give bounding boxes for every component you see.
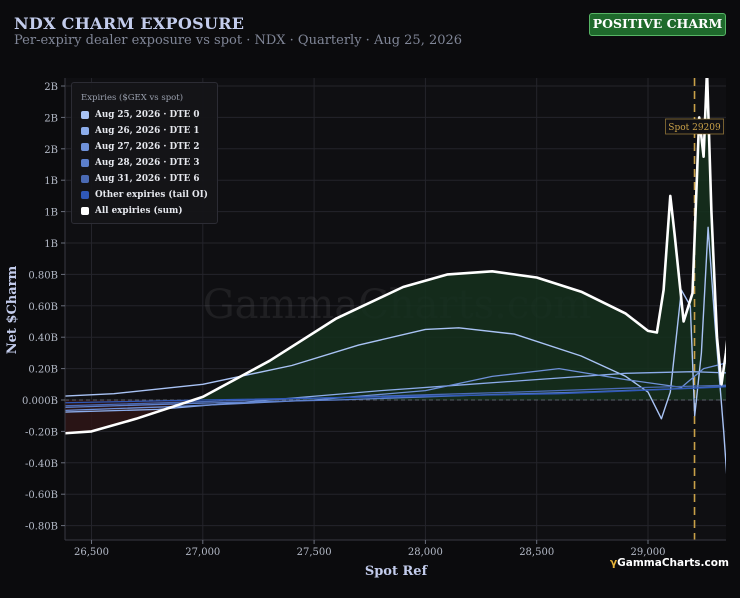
spot-label-box <box>665 118 724 135</box>
y-tick-label: 1B <box>44 176 58 187</box>
chart-title: NDX CHARM EXPOSURE <box>14 14 245 33</box>
legend-swatch <box>81 191 89 199</box>
y-tick-label: 0.20B <box>28 365 58 376</box>
legend-item: Aug 27, 2026 · DTE 2 <box>81 139 208 155</box>
legend-label: All expiries (sum) <box>95 206 183 216</box>
legend-label: Aug 31, 2026 · DTE 6 <box>95 174 200 184</box>
legend-swatch <box>81 111 89 119</box>
legend-swatch <box>81 207 89 215</box>
y-tick-label: 0.40B <box>28 333 58 344</box>
annotations: Spot 29209+ Flip 30048 <box>665 118 724 135</box>
x-tick-label: 27,500 <box>297 547 332 558</box>
brand-text: GammaCharts.com <box>617 557 729 569</box>
legend-swatch <box>81 159 89 167</box>
legend-title: Expiries ($GEX vs spot) <box>81 93 184 103</box>
y-axis-title: Net $Charm <box>5 265 20 354</box>
legend-swatch <box>81 127 89 135</box>
spot-label: Spot 29209 <box>668 123 721 133</box>
series-line-1 <box>65 371 726 413</box>
axes: 26,50027,00027,50028,00028,50029,00029,5… <box>5 78 726 579</box>
chart-subtitle: Per-expiry dealer exposure vs spot · NDX… <box>14 33 463 48</box>
gamma-icon: γ <box>610 557 618 569</box>
y-tick-label: -0.40B <box>25 459 58 470</box>
x-tick-label: 29,000 <box>631 547 666 558</box>
y-tick-label: -0.80B <box>25 522 58 533</box>
y-tick-label: 2B <box>44 145 58 156</box>
y-tick-label: 1B <box>44 239 58 250</box>
y-tick-label: -0.20B <box>25 427 58 438</box>
y-tick-label: 1B <box>44 208 58 219</box>
legend-item: Aug 31, 2026 · DTE 6 <box>81 171 208 187</box>
x-tick-label: 28,500 <box>519 547 554 558</box>
y-tick-label: 2B <box>44 82 58 93</box>
series-line-0 <box>65 226 726 475</box>
brand-logo: γGammaCharts.com <box>610 557 729 569</box>
series-line-6 <box>65 78 726 435</box>
legend-swatch <box>81 143 89 151</box>
legend-items: Aug 25, 2026 · DTE 0 Aug 26, 2026 · DTE 1… <box>81 107 208 219</box>
series-line-5 <box>65 386 726 404</box>
legend: Expiries ($GEX vs spot) Aug 25, 2026 · D… <box>71 82 218 224</box>
legend-swatch <box>81 175 89 183</box>
positive-area <box>65 78 726 400</box>
y-tick-label: 0.000B <box>22 396 58 407</box>
legend-item: Aug 26, 2026 · DTE 1 <box>81 123 208 139</box>
x-tick-label: 27,000 <box>185 547 220 558</box>
legend-label: Aug 25, 2026 · DTE 0 <box>95 110 200 120</box>
y-tick-label: 0.60B <box>28 302 58 313</box>
y-tick-label: -0.60B <box>25 490 58 501</box>
charm-regime-badge: POSITIVE CHARM <box>589 13 726 36</box>
legend-label: Aug 26, 2026 · DTE 1 <box>95 126 200 136</box>
series-lines <box>65 78 726 475</box>
legend-label: Other expiries (tail OI) <box>95 190 208 200</box>
y-tick-label: 0.80B <box>28 270 58 281</box>
legend-item: Aug 25, 2026 · DTE 0 <box>81 107 208 123</box>
legend-label: Aug 27, 2026 · DTE 2 <box>95 142 200 152</box>
y-tick-label: 2B <box>44 113 58 124</box>
x-tick-label: 28,000 <box>408 547 443 558</box>
legend-item: Aug 28, 2026 · DTE 3 <box>81 155 208 171</box>
x-axis-title: Spot Ref <box>365 564 429 579</box>
legend-label: Aug 28, 2026 · DTE 3 <box>95 158 200 168</box>
legend-item: All expiries (sum) <box>81 203 208 219</box>
series-line-2 <box>65 362 726 412</box>
x-tick-label: 26,500 <box>74 547 109 558</box>
reference-lines <box>693 78 696 540</box>
legend-item: Other expiries (tail OI) <box>81 187 208 203</box>
